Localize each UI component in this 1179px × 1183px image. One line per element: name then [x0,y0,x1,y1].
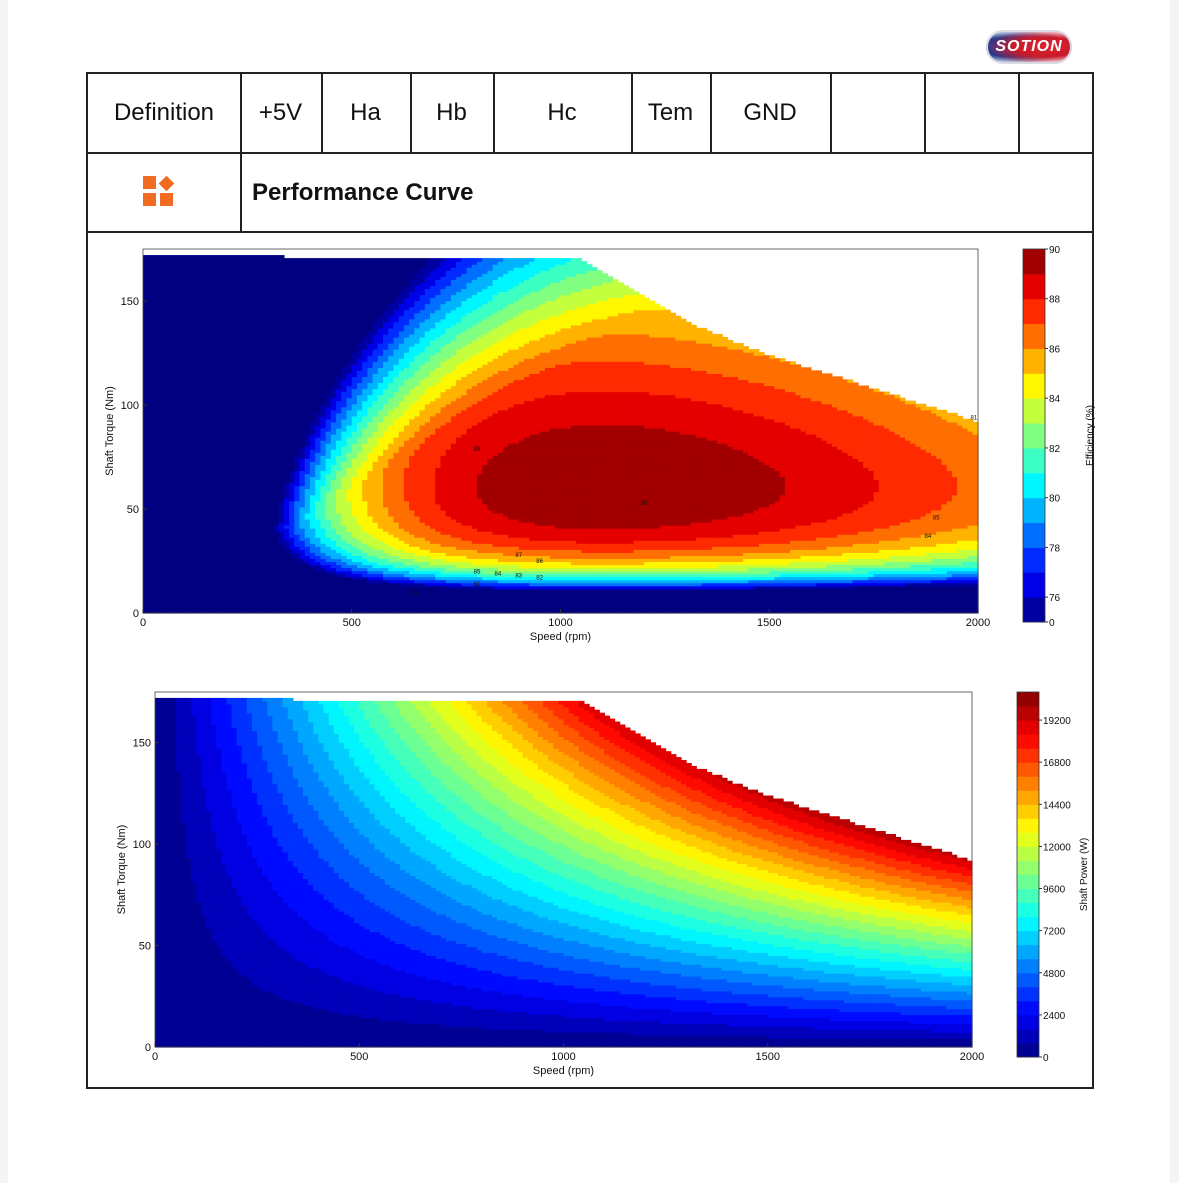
map-cell [200,255,206,259]
map-cell [258,255,264,259]
pin-gnd-cell: GND [710,74,832,152]
map-cell [169,255,175,259]
empty-cell-3 [1018,74,1094,152]
map-cell [195,255,201,259]
map-cell [159,255,165,259]
pin-hc-cell: Hc [493,74,633,152]
pin-tem-cell: Tem [631,74,712,152]
definition-label-cell: Definition [88,74,242,152]
brand-logo-text: SOTION [995,38,1062,56]
map-cell [242,255,248,259]
pin-ha-cell: Ha [321,74,412,152]
pin-5v-cell: +5V [240,74,323,152]
section-icon-cell [88,154,242,231]
map-cell [216,255,222,259]
map-cell [227,255,233,259]
map-cell [253,255,259,259]
section-title-row: Performance Curve [88,154,1092,233]
section-title: Performance Curve [240,154,473,231]
map-cell [174,255,180,259]
pin-hb-cell: Hb [410,74,495,152]
map-cell [164,255,170,259]
brand-logo: SOTION [986,30,1072,64]
pin-definition-row: Definition +5V Ha Hb Hc Tem GND [88,74,1092,154]
map-cell [247,255,253,259]
map-cell [263,255,269,259]
map-cell [185,255,191,259]
blocks-icon [140,172,180,212]
map-cell [148,255,154,259]
map-cell [143,255,149,259]
map-cell [190,255,196,259]
map-cell [237,255,243,259]
map-cell [232,255,238,259]
map-cell [153,255,159,259]
empty-cell-2 [924,74,1020,152]
empty-cell-1 [830,74,926,152]
map-cell [221,255,227,259]
map-cell [206,255,212,259]
map-cell [180,255,186,259]
map-cell [211,255,217,259]
